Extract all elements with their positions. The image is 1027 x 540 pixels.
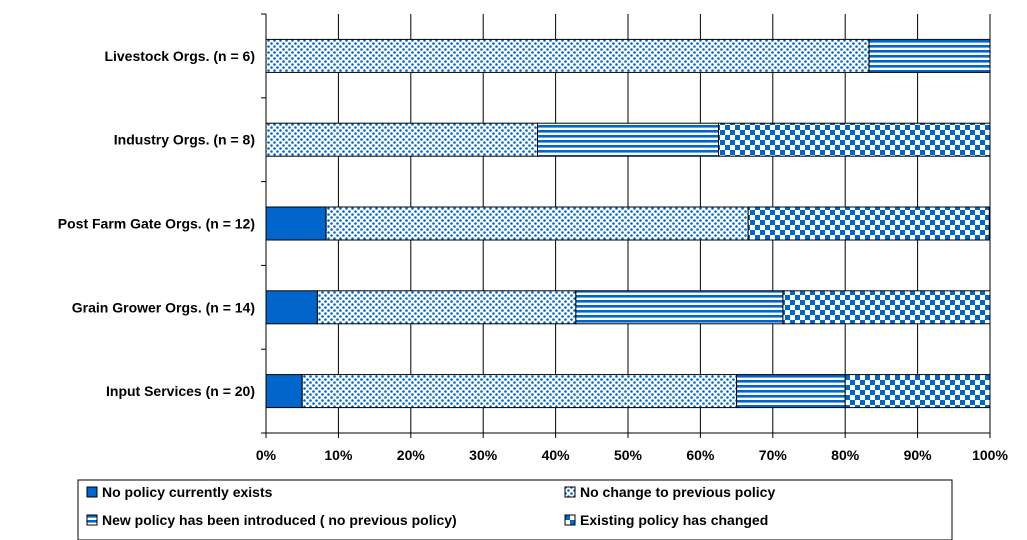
x-tick-label: 100% bbox=[972, 447, 1008, 463]
bar-segment bbox=[265, 38, 870, 73]
bar-segment bbox=[736, 374, 846, 409]
x-tick-label: 80% bbox=[831, 447, 860, 463]
x-tick-label: 60% bbox=[686, 447, 715, 463]
legend-box bbox=[77, 479, 953, 540]
legend-swatch bbox=[86, 486, 98, 498]
bar-segment bbox=[537, 122, 719, 157]
bar-segment bbox=[868, 38, 991, 73]
axes bbox=[261, 13, 991, 438]
bar-segment bbox=[301, 374, 738, 409]
legend-label: No policy currently exists bbox=[102, 484, 273, 500]
bar-segment bbox=[782, 290, 991, 325]
category-label: Input Services (n = 20) bbox=[106, 383, 255, 399]
legend-label: No change to previous policy bbox=[580, 484, 775, 500]
legend-label: Existing policy has changed bbox=[580, 512, 768, 528]
bar-segment bbox=[265, 122, 538, 157]
legend-swatch bbox=[564, 486, 576, 498]
x-tick-label: 10% bbox=[324, 447, 353, 463]
category-label: Grain Grower Orgs. (n = 14) bbox=[72, 299, 255, 315]
x-tick-label: 0% bbox=[256, 447, 277, 463]
bar-segment bbox=[265, 374, 303, 409]
bar-segment bbox=[265, 206, 327, 241]
legend-swatch bbox=[564, 514, 576, 526]
x-tick-label: 30% bbox=[469, 447, 498, 463]
x-tick-label: 70% bbox=[759, 447, 788, 463]
bar-segment bbox=[265, 290, 318, 325]
x-tick-label: 90% bbox=[904, 447, 933, 463]
legend-label: New policy has been introduced ( no prev… bbox=[102, 512, 457, 528]
x-tick-label: 50% bbox=[614, 447, 643, 463]
x-tick-label: 40% bbox=[542, 447, 571, 463]
x-tick-label: 20% bbox=[397, 447, 426, 463]
bar-segment bbox=[325, 206, 749, 241]
bar-segment bbox=[747, 206, 990, 241]
legend-swatch bbox=[86, 514, 98, 526]
bar-segment bbox=[844, 374, 991, 409]
bar-segment bbox=[316, 290, 577, 325]
bars bbox=[265, 38, 991, 409]
x-tick-labels: 0% 10% 20% 30% 40% 50% 60% 70% 80% 90% 100% bbox=[256, 447, 1009, 463]
category-labels: Livestock Orgs. (n = 6) Industry Orgs. (n… bbox=[58, 48, 255, 399]
category-label: Post Farm Gate Orgs. (n = 12) bbox=[58, 216, 255, 232]
bar-segment bbox=[718, 122, 991, 157]
bar-segment bbox=[575, 290, 784, 325]
legend: No policy currently exists No change to p… bbox=[77, 479, 953, 540]
category-label: Industry Orgs. (n = 8) bbox=[114, 132, 255, 148]
category-label: Livestock Orgs. (n = 6) bbox=[104, 48, 255, 64]
